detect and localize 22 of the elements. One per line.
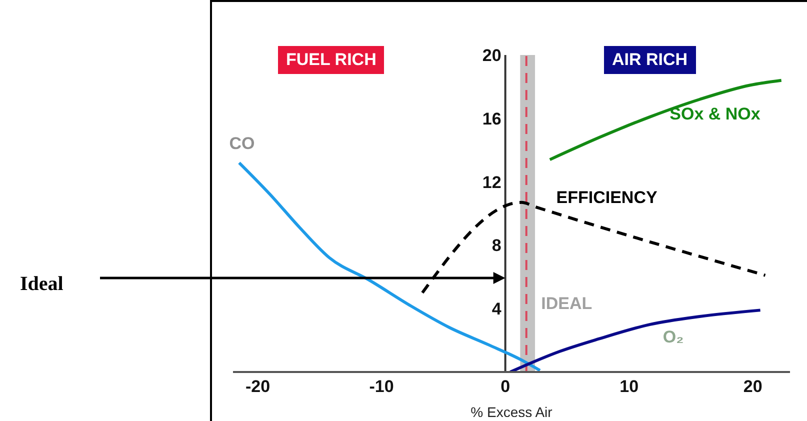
y-tick-label: 12 [482,172,502,192]
x-tick-label: 20 [743,377,762,396]
y-tick-label: 8 [492,236,502,256]
annotation: FUEL RICH [278,46,384,74]
band-label: IDEAL [541,294,592,313]
text: Ideal [20,273,64,295]
x-tick-label: 10 [620,377,639,396]
series-label: EFFICIENCY [556,188,658,208]
y-tick-label: 4 [492,300,502,319]
y-tick-label: 20 [482,46,502,65]
series-label: SOx & NOx [670,104,761,124]
x-tick-label: -10 [369,377,394,396]
line-series [508,308,762,372]
x-tick-label: 0 [500,377,510,396]
line-series [548,78,783,162]
series-label: O₂ [662,328,684,347]
y-tick-label: 16 [482,109,502,128]
series-label: CO [229,134,255,153]
line-series [238,161,542,372]
x-axis-title: % Excess Air [470,404,553,420]
annotation: AIR RICH [604,46,696,74]
x-tick-label: -20 [245,377,270,396]
